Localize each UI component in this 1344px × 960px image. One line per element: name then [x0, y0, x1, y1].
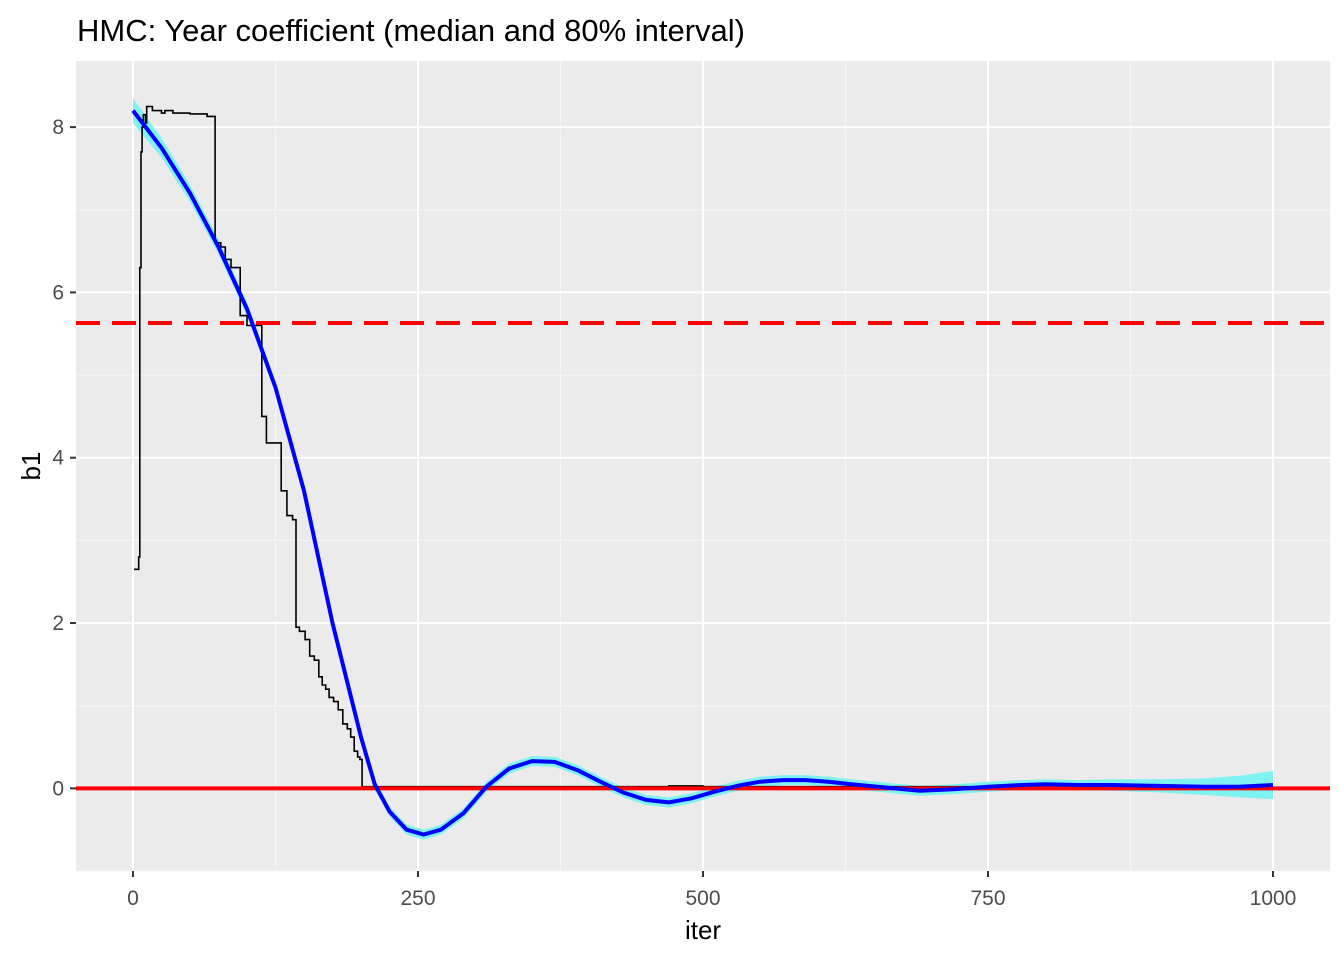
y-axis-ticks: 0 2 4 6 8 [52, 116, 76, 800]
y-tick-label: 4 [52, 447, 64, 470]
chart-marks [76, 98, 1330, 840]
x-axis-ticks: 0 250 500 750 1000 [127, 871, 1296, 910]
trace-line [134, 105, 1273, 788]
y-tick-label: 6 [52, 281, 64, 304]
x-tick-label: 250 [400, 887, 435, 910]
x-tick-label: 750 [970, 887, 1005, 910]
chart-title: HMC: Year coefficient (median and 80% in… [77, 13, 745, 48]
y-tick-label: 8 [52, 116, 64, 139]
x-tick-label: 500 [685, 887, 720, 910]
x-tick-label: 1000 [1250, 887, 1297, 910]
x-axis-title: iter [685, 915, 721, 945]
y-tick-label: 2 [52, 612, 64, 635]
y-tick-label: 0 [52, 777, 64, 800]
y-axis-title: b1 [16, 452, 46, 481]
x-tick-label: 0 [127, 887, 139, 910]
smooth-median-line [131, 109, 1274, 837]
